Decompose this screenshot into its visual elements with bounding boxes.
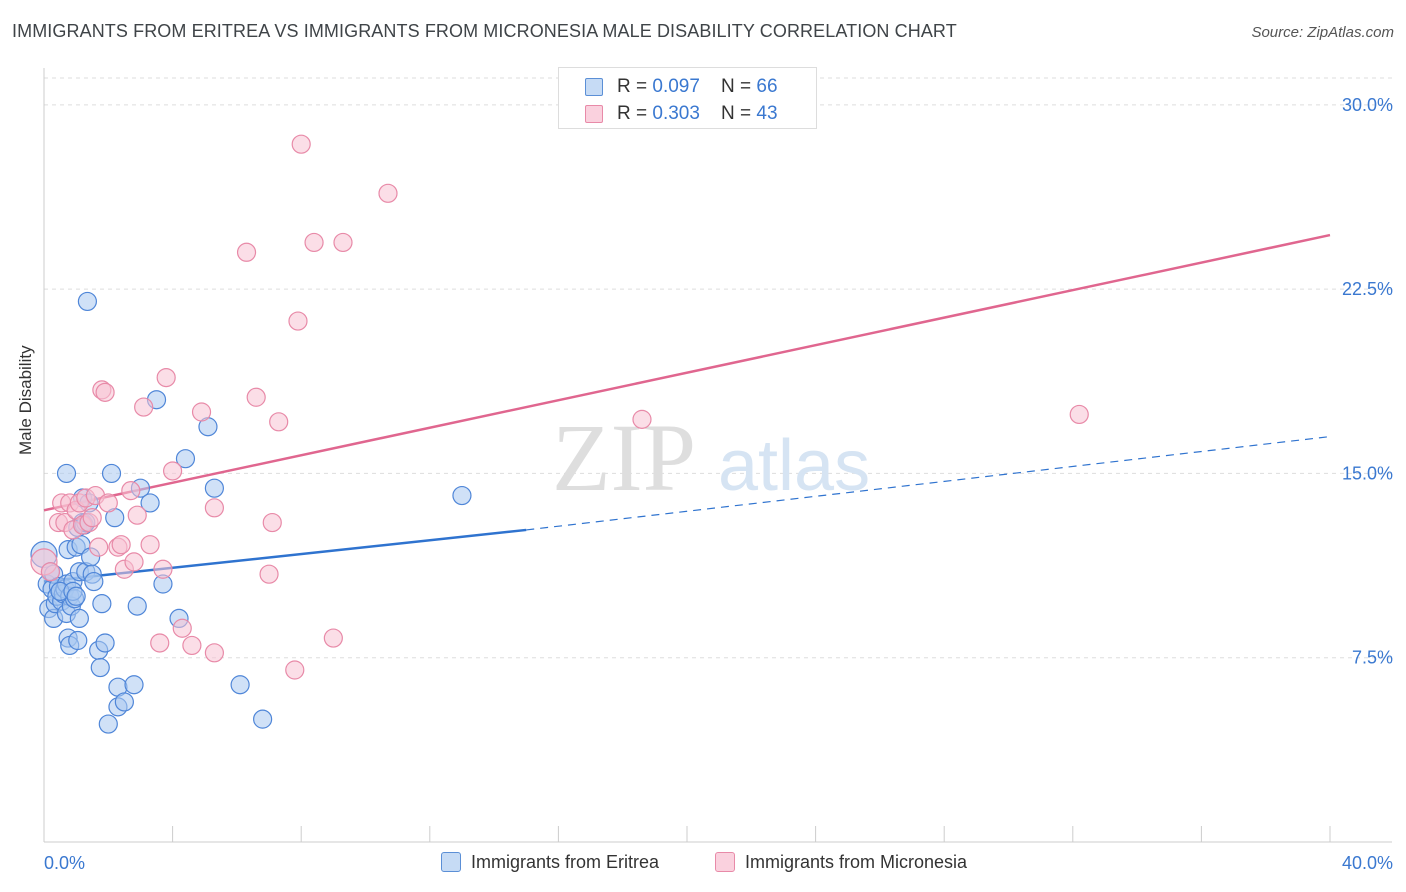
data-point xyxy=(90,657,110,678)
data-point xyxy=(150,633,170,653)
data-point xyxy=(156,368,176,388)
data-point xyxy=(236,242,257,262)
data-point xyxy=(191,402,212,422)
data-point xyxy=(204,478,224,498)
data-point xyxy=(378,183,398,203)
data-point xyxy=(163,461,183,481)
legend-r-label: R = xyxy=(617,76,653,97)
data-point xyxy=(134,397,154,417)
watermark-zip: ZIP xyxy=(552,404,696,511)
data-point xyxy=(140,493,160,513)
data-point xyxy=(452,485,472,506)
data-points xyxy=(30,134,1089,734)
data-point xyxy=(262,512,282,533)
data-point xyxy=(56,463,77,484)
trend-line-micronesia xyxy=(43,233,1331,512)
trend-line-eritrea-projection xyxy=(526,435,1331,531)
watermark: ZIP atlas xyxy=(552,404,870,511)
data-point xyxy=(77,291,98,312)
data-point xyxy=(82,508,102,528)
legend-r-label: R = xyxy=(617,103,653,124)
data-point xyxy=(304,232,324,253)
legend-swatch-micronesia xyxy=(585,105,603,123)
legend-n-value-micronesia: 43 xyxy=(756,103,778,124)
legend-r-value-eritrea: 0.097 xyxy=(652,76,700,97)
legend-r-value-micronesia: 0.303 xyxy=(652,103,700,124)
data-point xyxy=(253,709,273,729)
data-point xyxy=(182,635,202,656)
data-point xyxy=(101,463,122,484)
bottom-legend-swatch-eritrea xyxy=(441,852,461,872)
data-point xyxy=(269,412,289,432)
data-point xyxy=(124,552,144,572)
chart-title: IMMIGRANTS FROM ERITREA VS IMMIGRANTS FR… xyxy=(12,21,957,41)
data-point xyxy=(68,630,88,651)
data-point xyxy=(124,675,144,695)
data-point xyxy=(92,594,112,614)
data-point xyxy=(140,535,160,555)
data-point xyxy=(89,537,109,557)
data-point xyxy=(114,692,134,712)
data-point xyxy=(246,387,266,407)
bottom-legend-eritrea: Immigrants from Eritrea xyxy=(441,852,659,873)
data-point xyxy=(632,409,652,429)
data-point xyxy=(288,311,308,331)
data-point xyxy=(127,505,147,525)
data-point xyxy=(204,643,224,663)
bottom-legend-label-micronesia: Immigrants from Micronesia xyxy=(745,852,968,872)
data-point xyxy=(172,618,192,638)
y-tick-label: 30.0% xyxy=(1342,95,1393,115)
correlation-legend: R = 0.097 N = 66 R = 0.303 N = 43 xyxy=(558,67,817,129)
bottom-legend-micronesia: Immigrants from Micronesia xyxy=(715,852,967,873)
x-tick-label: 40.0% xyxy=(1342,853,1393,873)
y-tick-label: 7.5% xyxy=(1352,648,1393,668)
data-point xyxy=(40,562,61,582)
grid-lines xyxy=(44,77,1392,659)
data-point xyxy=(153,559,173,579)
bottom-legend-label-eritrea: Immigrants from Eritrea xyxy=(471,852,660,872)
data-point xyxy=(204,498,224,518)
legend-swatch-eritrea xyxy=(585,78,603,96)
y-tick-label: 22.5% xyxy=(1342,279,1393,299)
data-point xyxy=(95,633,115,653)
data-point xyxy=(95,382,115,402)
data-point xyxy=(98,493,118,513)
data-point xyxy=(84,571,104,592)
y-tick-label: 15.0% xyxy=(1342,463,1393,483)
data-point xyxy=(121,481,141,501)
watermark-atlas: atlas xyxy=(718,426,870,506)
data-point xyxy=(66,586,86,606)
series-micronesia xyxy=(30,134,1089,680)
data-point xyxy=(259,564,279,584)
data-point xyxy=(1069,404,1089,425)
data-point xyxy=(323,628,343,648)
legend-n-label: N = xyxy=(721,76,757,97)
data-point xyxy=(291,134,311,154)
data-point xyxy=(98,714,118,734)
data-point xyxy=(175,449,196,469)
x-tick-label: 0.0% xyxy=(44,853,85,873)
data-point xyxy=(285,660,305,680)
legend-n-value-eritrea: 66 xyxy=(756,76,778,97)
bottom-legend-swatch-micronesia xyxy=(715,852,735,872)
axes xyxy=(43,68,1392,843)
data-point xyxy=(127,596,147,616)
y-axis-label: Male Disability xyxy=(16,345,35,455)
data-point xyxy=(69,608,89,629)
data-point xyxy=(111,535,131,555)
source-label: Source: ZipAtlas.com xyxy=(1251,24,1394,41)
tick-labels: 7.5% 15.0% 22.5% 30.0% 0.0% 40.0% xyxy=(44,95,1393,873)
data-point xyxy=(333,232,353,253)
legend-n-label: N = xyxy=(721,103,757,124)
data-point xyxy=(230,675,250,695)
